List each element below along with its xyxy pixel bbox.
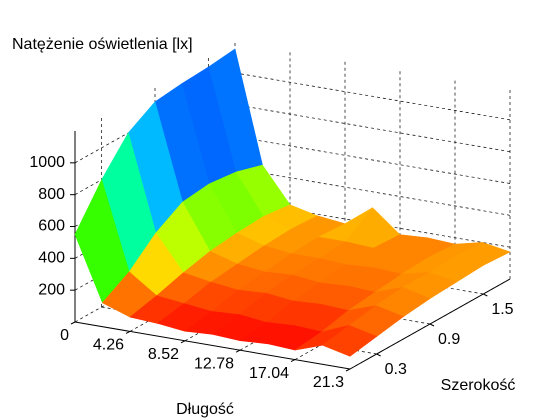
z-tick-label: 400 [38, 250, 65, 267]
x-tick-label: 4.26 [93, 337, 124, 354]
x-tick-label: 8.52 [148, 346, 179, 363]
x-tick [180, 340, 186, 344]
z-tick-label: 800 [38, 186, 65, 203]
x-axis [74, 321, 351, 370]
y-axis-label: Szerokość [441, 377, 516, 394]
surface-patch [321, 325, 378, 357]
y-tick [483, 293, 488, 297]
z-tick-label: 1000 [29, 154, 65, 171]
x-tick-label: 17.04 [249, 365, 289, 382]
grid-line [234, 104, 511, 153]
x-tick [235, 349, 241, 353]
z-tick-label: 200 [38, 281, 65, 298]
x-tick-label: 0 [60, 327, 69, 344]
x-tick [125, 330, 131, 334]
z-tick-label: 600 [38, 218, 65, 235]
x-axis-label: Długość [176, 401, 234, 418]
x-tick [70, 321, 76, 325]
y-tick-label: 1.5 [491, 301, 513, 318]
x-tick-label: 12.78 [194, 355, 234, 372]
x-tick [290, 359, 296, 363]
grid-line [234, 167, 511, 216]
z-axis-label: Natężenie oświetlenia [lx] [12, 36, 193, 53]
x-tick [345, 368, 351, 372]
y-tick [376, 353, 381, 357]
y-tick [429, 323, 435, 327]
y-tick-label: 0.3 [385, 361, 407, 378]
x-tick-label: 21.3 [313, 374, 344, 391]
grid-line [234, 72, 511, 121]
y-tick-label: 0.9 [438, 331, 460, 348]
grid-line [234, 136, 511, 184]
